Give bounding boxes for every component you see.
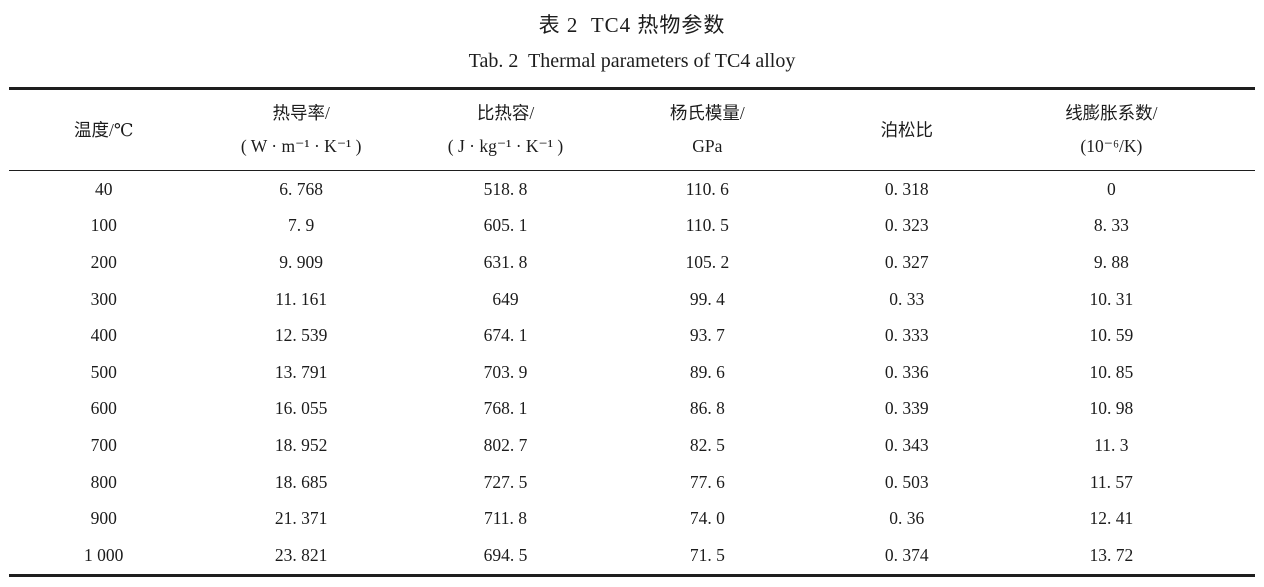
column-header-temperature: 温度/℃ [9,88,199,171]
column-header-label: 杨氏模量/ [669,103,745,123]
table-cell-youngs-modulus: 105. 2 [685,251,730,272]
column-header-specific-heat: 比热容/ ( J · kg⁻¹ · K⁻¹ ) [403,88,608,171]
table-cell-temperature: 40 [94,178,113,199]
table-cell-specific-heat: 631. 8 [483,251,528,272]
table-cell-temperature: 1 000 [84,544,124,565]
table-cell-linear-expansion: 13. 72 [1089,544,1134,565]
table-cell-linear-expansion: 10. 98 [1089,398,1134,419]
table-cell-linear-expansion: 9. 88 [1093,251,1129,272]
table-cell-thermal-conductivity: 16. 055 [274,398,328,419]
column-header-thermal-conductivity: 热导率/ ( W · m⁻¹ · K⁻¹ ) [198,88,404,171]
table-header-row: 温度/℃ 热导率/ ( W · m⁻¹ · K⁻¹ ) 比热容/ ( J · kg⁻¹ … [9,88,1255,171]
table-cell-youngs-modulus: 110. 6 [685,178,729,199]
table-cell-specific-heat: 727. 5 [483,471,528,492]
table-cell-youngs-modulus: 89. 6 [689,361,725,382]
table-row: 500 13. 791 703. 9 89. 6 0. 336 10. 85 [9,354,1255,391]
table-cell-youngs-modulus: 110. 5 [685,215,729,236]
table-cell-specific-heat: 605. 1 [483,215,528,236]
table-cell-linear-expansion: 8. 33 [1093,215,1129,236]
table-cell-thermal-conductivity: 7. 9 [288,215,315,236]
column-header-unit: (10⁻⁶/K) [1080,136,1143,156]
column-header-label: 泊松比 [880,119,933,140]
table-cell-poissons-ratio: 0. 318 [884,178,929,199]
table-cell-thermal-conductivity: 23. 821 [274,544,328,565]
table-cell-poissons-ratio: 0. 503 [884,471,929,492]
table-cell-specific-heat: 694. 5 [483,544,528,565]
table-cell-thermal-conductivity: 12. 539 [274,325,328,346]
column-header-label: 热导率/ [272,103,330,123]
table-cell-specific-heat: 674. 1 [483,325,528,346]
table-cell-poissons-ratio: 0. 36 [889,508,925,529]
table-cell-thermal-conductivity: 6. 768 [279,178,324,199]
table-row: 200 9. 909 631. 8 105. 2 0. 327 9. 88 [9,244,1255,281]
table-cell-youngs-modulus: 77. 6 [689,471,725,492]
thermal-parameters-table: 温度/℃ 热导率/ ( W · m⁻¹ · K⁻¹ ) 比热容/ ( J · kg⁻¹ … [9,87,1255,577]
column-header-label: 温度/℃ [73,119,134,140]
table-cell-youngs-modulus: 82. 5 [689,434,725,455]
table-caption-english: Tab. 2 Thermal parameters of TC4 alloy [468,50,796,72]
table-cell-linear-expansion: 10. 85 [1089,361,1134,382]
column-header-label: 线膨胀系数/ [1065,103,1158,123]
table-cell-thermal-conductivity: 21. 371 [274,508,328,529]
table-row: 800 18. 685 727. 5 77. 6 0. 503 11. 57 [9,464,1255,501]
table-cell-temperature: 700 [90,434,117,455]
table-cell-linear-expansion: 10. 31 [1089,288,1134,309]
table-row: 600 16. 055 768. 1 86. 8 0. 339 10. 98 [9,391,1255,428]
column-header-unit: ( J · kg⁻¹ · K⁻¹ ) [447,136,564,156]
column-header-youngs-modulus: 杨氏模量/GPa [607,88,808,171]
table-cell-thermal-conductivity: 13. 791 [274,361,328,382]
table-cell-specific-heat: 649 [492,288,519,309]
table-row: 900 21. 371 711. 8 74. 0 0. 36 12. 41 [9,500,1255,537]
table-cell-youngs-modulus: 71. 5 [689,544,725,565]
table-cell-poissons-ratio: 0. 33 [889,288,925,309]
table-row: 40 6. 768 518. 8 110. 6 0. 318 0 [9,171,1255,208]
table-cell-specific-heat: 768. 1 [483,398,528,419]
table-row: 700 18. 952 802. 7 82. 5 0. 343 11. 3 [9,427,1255,464]
table-cell-linear-expansion: 11. 3 [1094,434,1129,455]
table-row: 100 7. 9 605. 1 110. 5 0. 323 8. 33 [9,208,1255,245]
table-cell-temperature: 500 [90,361,117,382]
column-header-linear-expansion: 线膨胀系数/ (10⁻⁶/K) [1005,88,1255,171]
table-cell-thermal-conductivity: 18. 685 [274,471,328,492]
table-cell-poissons-ratio: 0. 323 [884,215,929,236]
table-cell-youngs-modulus: 86. 8 [689,398,725,419]
table-cell-specific-heat: 802. 7 [483,434,528,455]
table-cell-poissons-ratio: 0. 339 [884,398,929,419]
table-cell-thermal-conductivity: 9. 909 [279,251,324,272]
table-cell-temperature: 400 [90,325,117,346]
table-cell-poissons-ratio: 0. 343 [884,434,929,455]
table-cell-poissons-ratio: 0. 333 [884,325,929,346]
table-cell-thermal-conductivity: 11. 161 [275,288,328,309]
table-cell-temperature: 100 [90,215,117,236]
table-cell-poissons-ratio: 0. 374 [884,544,929,565]
table-cell-temperature: 600 [90,398,117,419]
table-cell-youngs-modulus: 99. 4 [689,288,725,309]
column-header-poissons-ratio: 泊松比 [807,88,1006,171]
table-cell-youngs-modulus: 74. 0 [689,508,725,529]
table-cell-linear-expansion: 12. 41 [1089,508,1134,529]
table-cell-linear-expansion: 0 [1107,178,1116,199]
column-header-unit: ( W · m⁻¹ · K⁻¹ ) [240,136,362,156]
table-cell-temperature: 300 [90,288,117,309]
table-caption-chinese: 表 2 TC4 热物参数 [538,13,726,37]
table-cell-youngs-modulus: 93. 7 [689,325,725,346]
table-cell-linear-expansion: 10. 59 [1089,325,1134,346]
column-header-unit: GPa [692,136,723,156]
table-cell-thermal-conductivity: 18. 952 [274,434,328,455]
table-cell-temperature: 200 [90,251,117,272]
table-cell-specific-heat: 711. 8 [483,508,528,529]
table-cell-linear-expansion: 11. 57 [1089,471,1133,492]
table-row: 400 12. 539 674. 1 93. 7 0. 333 10. 59 [9,317,1255,354]
column-header-label: 比热容/ [476,103,535,123]
table-row: 300 11. 161 649 99. 4 0. 33 10. 31 [9,281,1255,318]
table-row: 1 000 23. 821 694. 5 71. 5 0. 374 13. 72 [9,537,1255,575]
table-cell-temperature: 900 [90,508,117,529]
table-cell-poissons-ratio: 0. 327 [884,251,929,272]
table-cell-specific-heat: 703. 9 [483,361,528,382]
table-cell-poissons-ratio: 0. 336 [884,361,929,382]
table-cell-temperature: 800 [90,471,117,492]
table-cell-specific-heat: 518. 8 [483,178,528,199]
